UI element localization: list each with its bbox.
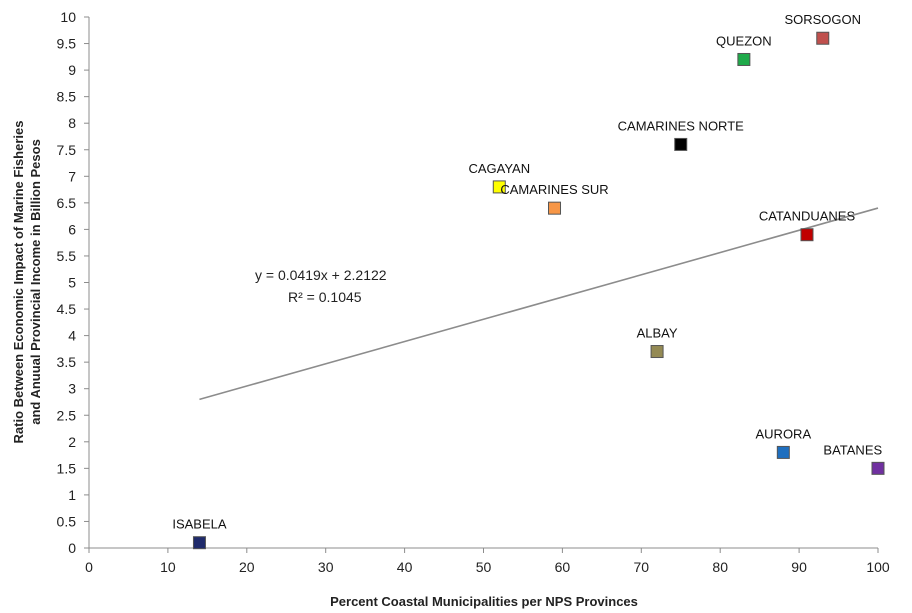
x-tick-label: 10 <box>160 559 176 575</box>
trendline-equation: y = 0.0419x + 2.2122 <box>255 267 387 283</box>
y-tick-labels: 0 0.5 1 1.5 2 2.5 3 3.5 4 4.5 5 5.5 6 6.5 7 7.5 8 8.5 9 9.5… <box>57 9 77 556</box>
point-label-isabela: ISABELA <box>172 517 227 532</box>
y-tick-label: 9.5 <box>57 36 77 52</box>
point-label-sorsogon: SORSOGON <box>784 12 861 27</box>
y-tick-label: 6.5 <box>57 195 77 211</box>
point-label-cagayan: CAGAYAN <box>468 161 530 176</box>
y-tick-label: 2.5 <box>57 407 77 423</box>
y-tick-label: 1.5 <box>57 460 77 476</box>
x-tick-label: 60 <box>555 559 571 575</box>
x-tick-label: 20 <box>239 559 255 575</box>
y-tick-label: 8.5 <box>57 89 77 105</box>
x-tick-label: 50 <box>476 559 492 575</box>
point-camarines-sur <box>548 201 562 215</box>
y-tick-label: 7 <box>68 168 76 184</box>
x-tick-label: 30 <box>318 559 334 575</box>
point-aurora <box>776 445 790 459</box>
point-cagayan <box>492 180 506 194</box>
y-tick-label: 5.5 <box>57 248 77 264</box>
y-tick-label: 5 <box>68 275 76 291</box>
y-tick-label: 4 <box>68 328 76 344</box>
point-catanduanes <box>800 228 814 242</box>
point-camarines-norte <box>674 137 688 151</box>
y-tick-label: 1 <box>68 487 76 503</box>
data-points <box>192 31 885 550</box>
y-axis-title: Ratio Between Economic Impact of Marine … <box>11 121 43 444</box>
point-label-camarines-norte: CAMARINES NORTE <box>618 118 744 133</box>
axes <box>84 16 879 553</box>
x-tick-label: 40 <box>397 559 413 575</box>
x-tick-label: 80 <box>712 559 728 575</box>
x-tick-label: 100 <box>866 559 890 575</box>
point-label-aurora: AURORA <box>756 426 812 441</box>
x-tick-label: 0 <box>85 559 93 575</box>
y-axis-title-line2: and Anuual Provincial Income in Billion … <box>28 139 43 425</box>
point-label-catanduanes: CATANDUANES <box>759 209 856 224</box>
x-tick-label: 90 <box>791 559 807 575</box>
y-tick-label: 10 <box>60 9 76 25</box>
point-label-camarines-sur: CAMARINES SUR <box>500 182 608 197</box>
trendline <box>199 207 879 401</box>
y-tick-label: 8 <box>68 115 76 131</box>
point-sorsogon <box>816 31 830 45</box>
point-isabela <box>192 536 206 550</box>
x-tick-labels: 0 10 20 30 40 50 60 70 80 90 100 <box>85 559 890 575</box>
y-tick-label: 0.5 <box>57 513 77 529</box>
point-quezon <box>737 52 751 66</box>
point-label-quezon: QUEZON <box>716 33 772 48</box>
trendline-r-squared: R² = 0.1045 <box>288 289 362 305</box>
x-tick-label: 70 <box>634 559 650 575</box>
point-label-batanes: BATANES <box>823 442 882 457</box>
y-tick-label: 7.5 <box>57 142 77 158</box>
y-tick-label: 9 <box>68 62 76 78</box>
y-tick-label: 3 <box>68 381 76 397</box>
point-batanes <box>871 461 885 475</box>
y-tick-label: 2 <box>68 434 76 450</box>
y-tick-label: 3.5 <box>57 354 77 370</box>
y-tick-label: 6 <box>68 221 76 237</box>
y-tick-label: 4.5 <box>57 301 77 317</box>
y-axis-title-line1: Ratio Between Economic Impact of Marine … <box>11 121 26 444</box>
point-albay <box>650 345 664 359</box>
point-labels: SORSOGON QUEZON CAMARINES NORTE CAGAYAN CAMA… <box>172 12 882 531</box>
point-label-albay: ALBAY <box>637 326 678 341</box>
y-tick-label: 0 <box>68 540 76 556</box>
x-axis-title: Percent Coastal Municipalities per NPS P… <box>330 594 638 609</box>
